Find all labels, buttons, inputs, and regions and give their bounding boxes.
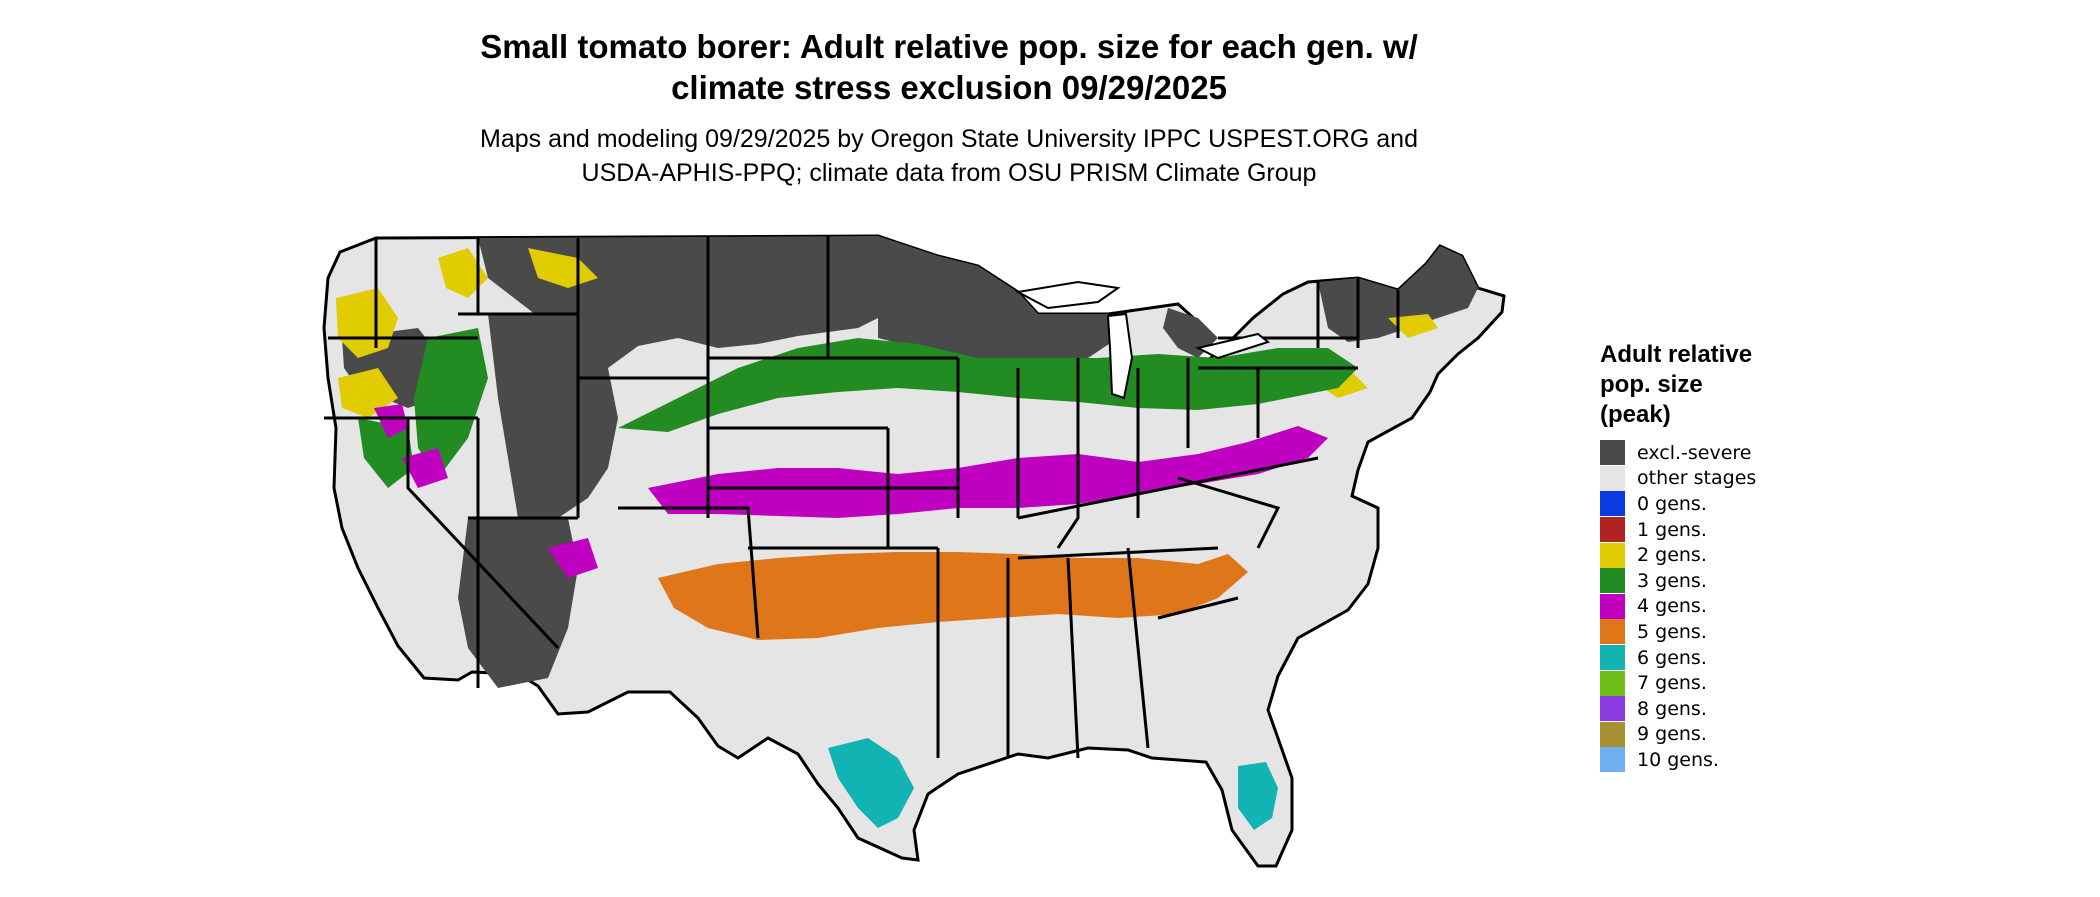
zone-4-gens-band	[648, 426, 1328, 518]
us-map-svg	[322, 234, 1506, 868]
zone-3-gens-west	[358, 328, 488, 488]
legend-label: 1 gens.	[1637, 518, 1707, 541]
lake-erie	[1195, 332, 1271, 360]
legend-label: 7 gens.	[1637, 672, 1707, 695]
legend-title-line-3: (peak)	[1600, 401, 1671, 428]
zone-3-gens-band	[618, 338, 1358, 432]
legend-label: 8 gens.	[1637, 697, 1707, 720]
legend-swatch	[1600, 465, 1625, 491]
legend-swatch	[1600, 645, 1625, 671]
legend-item: 1 gens.	[1600, 517, 1860, 543]
legend-label: 9 gens.	[1637, 723, 1707, 746]
excluded-north-central	[478, 236, 978, 393]
legend-item: 6 gens.	[1600, 645, 1860, 671]
legend-title: Adult relative pop. size (peak)	[1600, 340, 1860, 430]
legend-swatch	[1600, 491, 1625, 517]
legend-label: 4 gens.	[1637, 595, 1707, 618]
legend-swatch	[1600, 568, 1625, 594]
lake-superior	[1014, 280, 1121, 310]
legend-label: 10 gens.	[1637, 748, 1719, 771]
excluded-michigan	[1163, 308, 1218, 358]
legend-item: 4 gens.	[1600, 593, 1860, 620]
title-line-1: Small tomato borer: Adult relative pop. …	[480, 28, 1418, 65]
legend-swatch	[1600, 670, 1625, 696]
legend-item: 0 gens.	[1600, 491, 1860, 517]
zone-2-gens-nw	[336, 248, 598, 418]
legend-swatch	[1600, 747, 1625, 773]
legend-title-line-1: Adult relative	[1600, 341, 1753, 368]
zone-6-gens-texas	[828, 738, 914, 828]
legend-item: excl.-severe	[1600, 440, 1860, 466]
subtitle-line-1: Maps and modeling 09/29/2025 by Oregon S…	[480, 125, 1418, 153]
legend-item: 8 gens.	[1600, 696, 1860, 722]
excluded-minnesota-wisconsin	[878, 236, 1118, 368]
map-legend: Adult relative pop. size (peak) excl.-se…	[1600, 340, 1860, 773]
legend-item: 3 gens.	[1600, 568, 1860, 594]
legend-swatch	[1600, 542, 1625, 568]
zone-6-gens-florida	[1238, 762, 1278, 830]
zone-5-gens-band	[658, 552, 1248, 640]
legend-label: 2 gens.	[1637, 544, 1707, 567]
legend-item: other stages	[1600, 465, 1860, 492]
legend-label: 5 gens.	[1637, 620, 1707, 643]
zone-4-gens-west	[374, 404, 598, 578]
legend-item: 2 gens.	[1600, 542, 1860, 568]
lake-michigan	[1106, 312, 1134, 400]
excluded-colorado-utah	[488, 314, 618, 518]
legend-label: 3 gens.	[1637, 569, 1707, 592]
legend-label: 6 gens.	[1637, 646, 1707, 669]
legend-label: other stages	[1637, 467, 1757, 490]
legend-swatch	[1600, 696, 1625, 722]
legend-label: excl.-severe	[1637, 441, 1752, 464]
legend-swatch	[1600, 517, 1625, 543]
legend-swatch	[1600, 619, 1625, 645]
legend-item: 7 gens.	[1600, 670, 1860, 696]
legend-item: 9 gens.	[1600, 721, 1860, 748]
state-boundaries	[324, 236, 1400, 759]
excluded-nm-az	[458, 518, 578, 688]
legend-swatch	[1600, 440, 1625, 466]
legend-title-line-2: pop. size	[1600, 371, 1703, 398]
map-title: Small tomato borer: Adult relative pop. …	[0, 26, 1898, 108]
us-map	[318, 218, 1578, 892]
legend-item: 10 gens.	[1600, 747, 1860, 773]
legend-items: excl.-severe other stages 0 gens. 1 gens. 2 …	[1600, 440, 1860, 773]
title-line-2: climate stress exclusion 09/29/2025	[671, 69, 1227, 106]
legend-item: 5 gens.	[1600, 619, 1860, 645]
legend-swatch	[1600, 593, 1625, 619]
subtitle-line-2: USDA-APHIS-PPQ; climate data from OSU PR…	[581, 159, 1317, 187]
legend-label: 0 gens.	[1637, 492, 1707, 515]
legend-swatch	[1600, 721, 1625, 747]
map-subtitle: Maps and modeling 09/29/2025 by Oregon S…	[0, 122, 1898, 190]
